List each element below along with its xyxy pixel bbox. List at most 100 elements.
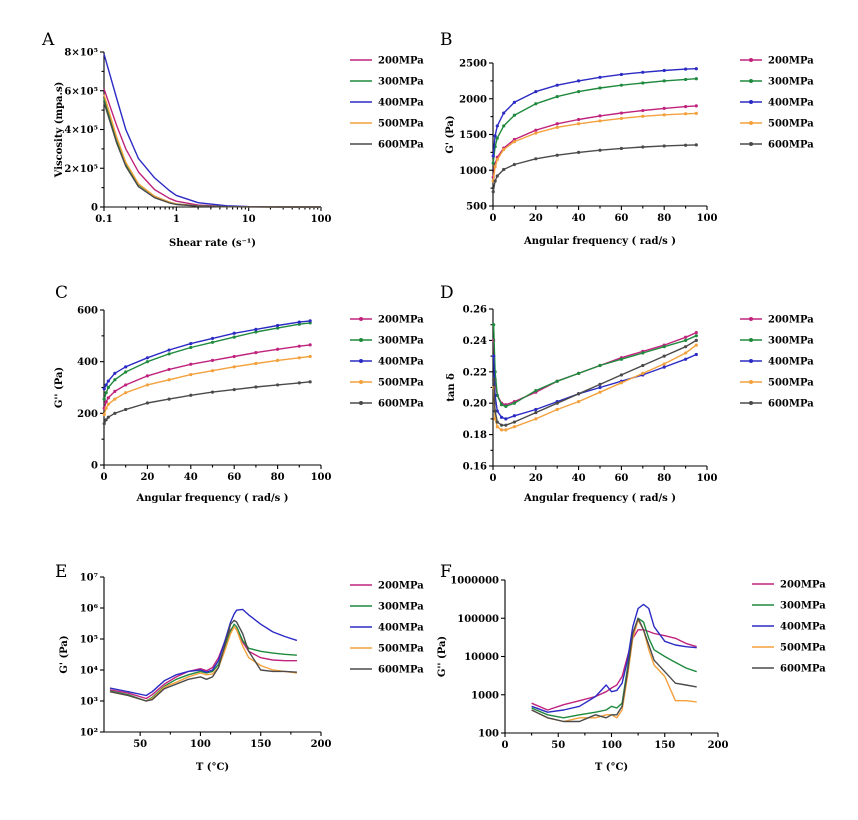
legend-marker <box>359 317 363 321</box>
data-point-600MPa <box>145 401 149 405</box>
data-point-600MPa <box>534 411 538 415</box>
y-tick-label: 4×10⁵ <box>64 125 98 136</box>
x-tick-label: 150 <box>654 740 675 751</box>
x-tick-label: 1 <box>173 214 180 225</box>
data-point-500MPa <box>104 406 108 410</box>
data-point-600MPa <box>493 179 497 183</box>
y-tick-label: 0 <box>91 203 98 214</box>
data-point-400MPa <box>504 417 508 421</box>
series-line-200MPa <box>103 344 311 409</box>
data-point-600MPa <box>555 401 559 405</box>
data-point-500MPa <box>534 417 538 421</box>
y-tick-label: 10⁴ <box>80 666 99 677</box>
data-point-300MPa <box>512 401 517 405</box>
data-point-400MPa <box>534 407 538 412</box>
data-point-600MPa <box>102 422 106 426</box>
data-point-200MPa <box>555 122 559 126</box>
data-point-500MPa <box>641 114 645 118</box>
data-point-500MPa <box>276 358 280 362</box>
data-point-300MPa <box>167 352 171 356</box>
x-tick-label: 0 <box>502 740 509 751</box>
data-point-500MPa <box>499 428 504 432</box>
data-point-500MPa <box>512 425 517 429</box>
data-point-400MPa <box>102 387 106 391</box>
y-tick-label: 0 <box>91 461 98 472</box>
data-point-500MPa <box>694 111 698 116</box>
legend-label: 600MPa <box>768 140 814 151</box>
data-point-200MPa <box>104 400 108 404</box>
data-point-200MPa <box>106 396 110 400</box>
x-axis-label: Angular frequency ( rad/s ) <box>136 493 289 504</box>
legend-marker <box>749 338 753 342</box>
data-point-200MPa <box>662 106 666 111</box>
y-tick-label: 600 <box>77 306 98 317</box>
panel-letter: E <box>55 562 67 582</box>
data-point-300MPa <box>694 77 698 81</box>
series-line-600MPa <box>492 144 697 192</box>
panel-letter: B <box>440 30 453 50</box>
data-point-400MPa <box>189 341 193 346</box>
y-tick-label: 2500 <box>459 59 487 70</box>
legend-marker <box>749 79 753 83</box>
x-tick-label: 20 <box>140 472 154 483</box>
data-point-500MPa <box>254 361 258 366</box>
y-tick-label: 10⁷ <box>80 573 98 584</box>
series-line-400MPa <box>109 608 298 697</box>
legend-label: 500MPa <box>378 119 424 130</box>
legend-label: 500MPa <box>768 119 814 130</box>
data-point-400MPa <box>577 79 581 83</box>
data-point-200MPa <box>308 343 312 347</box>
series-line-200MPa <box>109 626 297 700</box>
data-point-400MPa <box>167 348 171 352</box>
data-point-600MPa <box>493 409 497 413</box>
x-tick-label: 40 <box>184 472 198 483</box>
x-tick-label: 40 <box>572 213 586 224</box>
data-point-500MPa <box>167 378 171 382</box>
y-tick-label: 8×10⁵ <box>64 48 98 59</box>
data-point-300MPa <box>189 345 193 350</box>
data-point-600MPa <box>276 383 280 387</box>
data-point-600MPa <box>512 420 517 424</box>
data-point-500MPa <box>694 343 698 347</box>
data-point-300MPa <box>619 357 624 361</box>
data-point-300MPa <box>641 81 645 85</box>
data-point-600MPa <box>694 143 698 147</box>
data-point-600MPa <box>662 144 666 148</box>
legend-label: 400MPa <box>378 623 424 634</box>
data-point-600MPa <box>504 423 508 427</box>
legend-label: 500MPa <box>378 644 424 655</box>
data-point-400MPa <box>491 154 495 158</box>
data-point-200MPa <box>124 383 128 387</box>
series-line-200MPa <box>103 88 322 208</box>
legend-marker <box>749 359 753 363</box>
series-line-600MPa <box>103 102 321 208</box>
panel-D: D 0 20 40 60 80 100 0.16 0.18 0.20 0.22 0.24 0.26 Ang… <box>440 283 814 504</box>
data-point-600MPa <box>492 378 496 382</box>
y-axis-label: G' (Pa) <box>59 635 70 673</box>
legend-marker <box>749 121 753 125</box>
legend-label: 400MPa <box>378 357 424 368</box>
panel-A: A 0.1 1 10 100 0 2×10⁵ 4×10⁵ 6×10⁵ 8×10⁵ Shear rat… <box>41 30 424 249</box>
data-point-200MPa <box>534 128 538 132</box>
legend-label: 400MPa <box>780 622 826 633</box>
data-point-500MPa <box>577 400 581 404</box>
data-point-600MPa <box>598 382 602 386</box>
data-point-200MPa <box>694 330 698 335</box>
data-point-500MPa <box>598 119 602 123</box>
data-point-400MPa <box>104 383 108 387</box>
data-point-500MPa <box>512 140 517 144</box>
data-point-300MPa <box>113 378 117 382</box>
y-axis-label: G'' (Pa) <box>437 636 448 677</box>
data-point-500MPa <box>297 356 301 360</box>
legend-label: 300MPa <box>378 602 424 613</box>
data-point-300MPa <box>512 113 517 117</box>
x-tick-label: 60 <box>227 472 241 483</box>
x-tick-label: 0.1 <box>95 214 112 225</box>
data-point-200MPa <box>619 111 624 115</box>
x-tick-label: 0 <box>490 213 497 224</box>
data-point-200MPa <box>232 354 236 359</box>
data-point-500MPa <box>232 365 236 369</box>
data-point-400MPa <box>641 70 645 74</box>
data-point-200MPa <box>210 358 215 362</box>
data-point-600MPa <box>491 190 495 194</box>
